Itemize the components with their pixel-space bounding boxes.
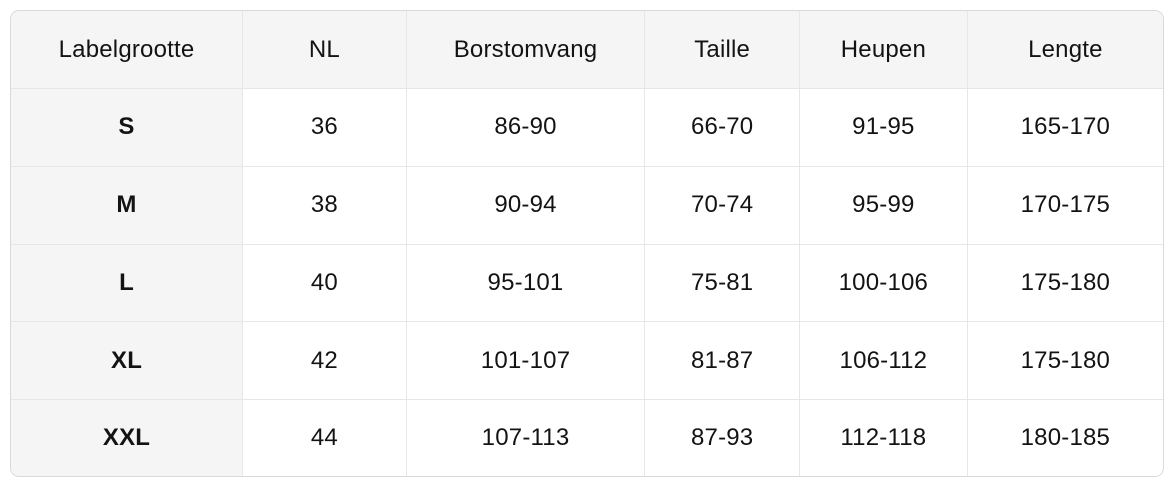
column-header-taille: Taille bbox=[644, 11, 801, 89]
table-cell: 40 bbox=[242, 243, 407, 323]
table-cell: 165-170 bbox=[966, 88, 1163, 167]
table-cell: 100-106 bbox=[799, 243, 968, 323]
column-header-borstomvang: Borstomvang bbox=[405, 11, 646, 89]
table-cell: 36 bbox=[242, 88, 407, 167]
table-cell: 42 bbox=[242, 321, 407, 401]
table-cell: 86-90 bbox=[405, 88, 646, 167]
size-table: Labelgrootte NL Borstomvang Taille Heupe… bbox=[11, 11, 1163, 476]
table-cell: 107-113 bbox=[405, 399, 646, 476]
size-label-cell: S bbox=[11, 88, 244, 167]
table-cell: 87-93 bbox=[644, 399, 801, 476]
table-cell: 101-107 bbox=[405, 321, 646, 401]
table-cell: 175-180 bbox=[966, 243, 1163, 323]
table-row-xl: XL 42 101-107 81-87 106-112 175-180 bbox=[11, 321, 1163, 401]
header-row: Labelgrootte NL Borstomvang Taille Heupe… bbox=[11, 11, 1163, 89]
table-cell: 180-185 bbox=[966, 399, 1163, 476]
table-cell: 75-81 bbox=[644, 243, 801, 323]
column-header-labelgrootte: Labelgrootte bbox=[11, 11, 244, 89]
table-cell: 81-87 bbox=[644, 321, 801, 401]
column-header-nl: NL bbox=[242, 11, 407, 89]
table-cell: 95-99 bbox=[799, 165, 968, 245]
size-table-container: Labelgrootte NL Borstomvang Taille Heupe… bbox=[10, 10, 1164, 477]
table-cell: 66-70 bbox=[644, 88, 801, 167]
table-cell: 175-180 bbox=[966, 321, 1163, 401]
table-cell: 170-175 bbox=[966, 165, 1163, 245]
column-header-lengte: Lengte bbox=[966, 11, 1163, 89]
column-header-heupen: Heupen bbox=[799, 11, 968, 89]
table-cell: 91-95 bbox=[799, 88, 968, 167]
table-cell: 38 bbox=[242, 165, 407, 245]
size-label-cell: XL bbox=[11, 321, 244, 401]
table-cell: 95-101 bbox=[405, 243, 646, 323]
size-label-cell: L bbox=[11, 243, 244, 323]
table-row-m: M 38 90-94 70-74 95-99 170-175 bbox=[11, 165, 1163, 245]
size-label-cell: M bbox=[11, 165, 244, 245]
table-cell: 112-118 bbox=[799, 399, 968, 476]
size-label-cell: XXL bbox=[11, 399, 244, 476]
table-row-s: S 36 86-90 66-70 91-95 165-170 bbox=[11, 88, 1163, 167]
table-cell: 90-94 bbox=[405, 165, 646, 245]
table-row-xxl: XXL 44 107-113 87-93 112-118 180-185 bbox=[11, 399, 1163, 476]
table-cell: 44 bbox=[242, 399, 407, 476]
table-row-l: L 40 95-101 75-81 100-106 175-180 bbox=[11, 243, 1163, 323]
table-cell: 70-74 bbox=[644, 165, 801, 245]
table-cell: 106-112 bbox=[799, 321, 968, 401]
